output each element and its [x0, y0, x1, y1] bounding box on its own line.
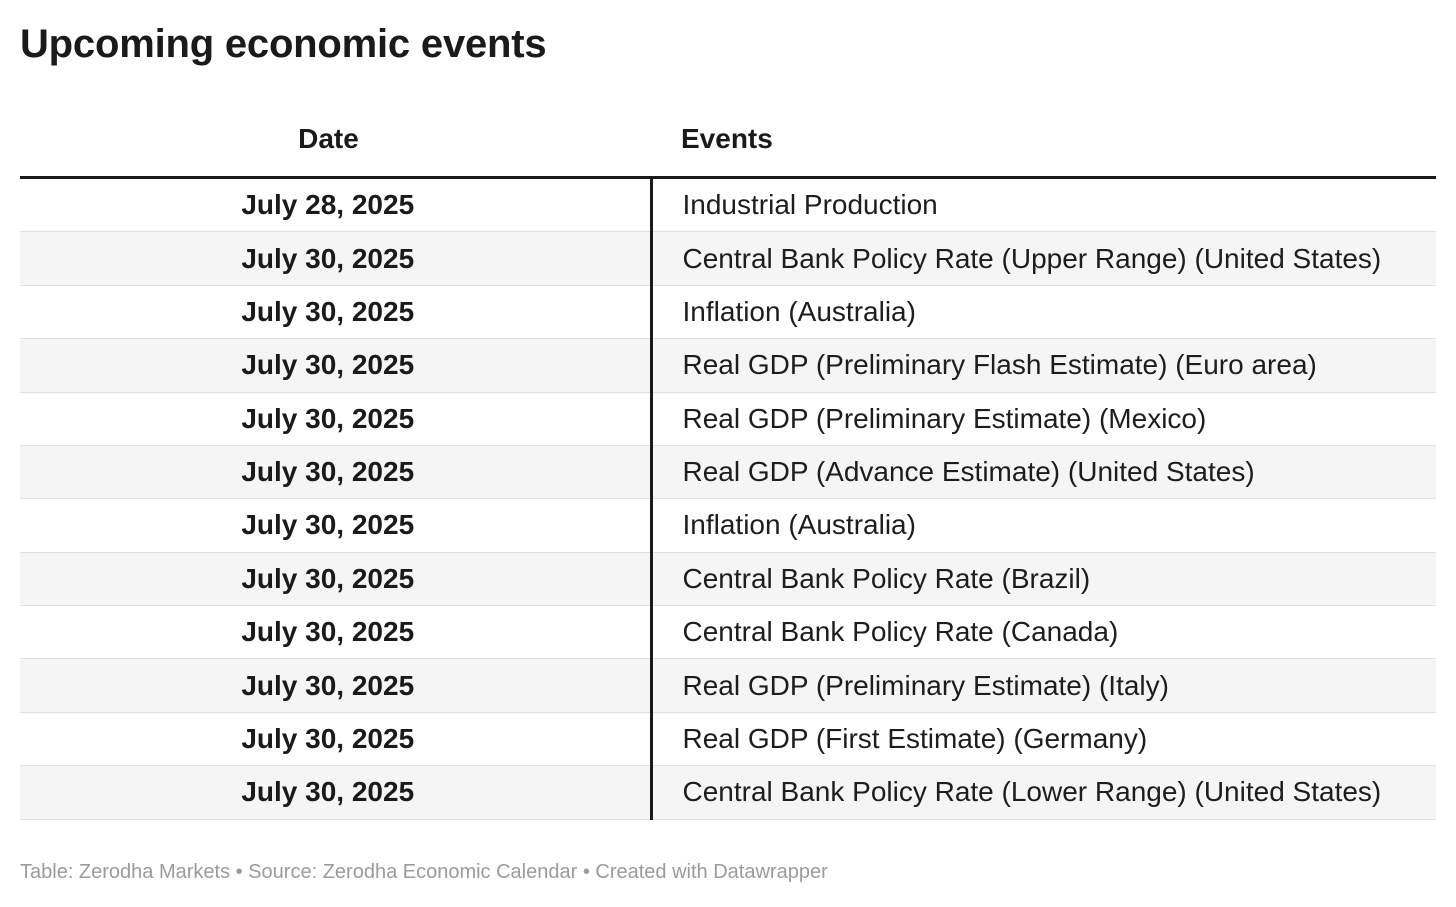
column-header-date: Date [20, 68, 651, 179]
event-cell: Real GDP (Advance Estimate) (United Stat… [649, 444, 1436, 499]
date-cell: July 28, 2025 [241, 189, 415, 221]
table-row: July 30, 2025 Real GDP (Advance Estimate… [20, 444, 1436, 499]
event-cell: Inflation (Australia) [649, 498, 1436, 553]
event-cell: Central Bank Policy Rate (Upper Range) (… [649, 231, 1436, 286]
date-cell: July 30, 2025 [20, 284, 651, 339]
table-row: July 30, 2025 Central Bank Policy Rate (… [20, 604, 1436, 659]
date-cell: July 30, 2025 [20, 338, 651, 392]
date-cell: July 30, 2025 [20, 231, 651, 286]
date-cell: July 30, 2025 [20, 711, 651, 766]
table-row: July 28, 2025 Industrial Production [20, 177, 1436, 232]
event-cell: Central Bank Policy Rate (Lower Range) (… [649, 765, 1436, 820]
event-cell: Real GDP (Preliminary Flash Estimate) (E… [649, 338, 1436, 392]
event-cell: Central Bank Policy Rate (Canada) [649, 604, 1436, 659]
table-row: July 30, 2025 Central Bank Policy Rate (… [20, 551, 1436, 606]
table-row: July 30, 2025 Real GDP (First Estimate) … [20, 711, 1436, 766]
date-cell: July 30, 2025 [20, 658, 651, 713]
table-row: July 30, 2025 Inflation (Australia) [20, 498, 1436, 553]
table-row: July 30, 2025 Central Bank Policy Rate (… [20, 231, 1436, 286]
table-row: July 30, 2025 Real GDP (Preliminary Esti… [20, 658, 1436, 713]
economic-events-table: Date Events July 28, 2025 Industrial Pro… [20, 68, 1436, 820]
event-cell: Central Bank Policy Rate (Brazil) [649, 551, 1436, 606]
header-row: Date Events [20, 68, 1436, 179]
date-cell: July 30, 2025 [20, 498, 651, 553]
event-cell: Industrial Production [649, 177, 1436, 232]
event-cell: Real GDP (First Estimate) (Germany) [649, 711, 1436, 766]
date-cell: July 30, 2025 [20, 765, 651, 820]
date-cell: July 30, 2025 [20, 551, 651, 606]
date-cell: July 30, 2025 [20, 444, 651, 499]
event-cell: Real GDP (Preliminary Estimate) (Italy) [649, 658, 1436, 713]
table-row: July 30, 2025 Inflation (Australia) [20, 284, 1436, 339]
date-cell: July 30, 2025 [20, 391, 651, 446]
table-row: July 30, 2025 Real GDP (Preliminary Esti… [20, 391, 1436, 446]
table-row: July 30, 2025 Central Bank Policy Rate (… [20, 765, 1436, 820]
attribution-footer: Table: Zerodha Markets • Source: Zerodha… [20, 860, 828, 883]
date-cell: July 30, 2025 [20, 604, 651, 659]
event-cell: Real GDP (Preliminary Estimate) (Mexico) [649, 391, 1436, 446]
page-title: Upcoming economic events [20, 22, 547, 66]
table-row: July 30, 2025 Real GDP (Preliminary Flas… [20, 338, 1436, 392]
event-cell: Inflation (Australia) [649, 284, 1436, 339]
column-header-events: Events [651, 68, 1436, 179]
